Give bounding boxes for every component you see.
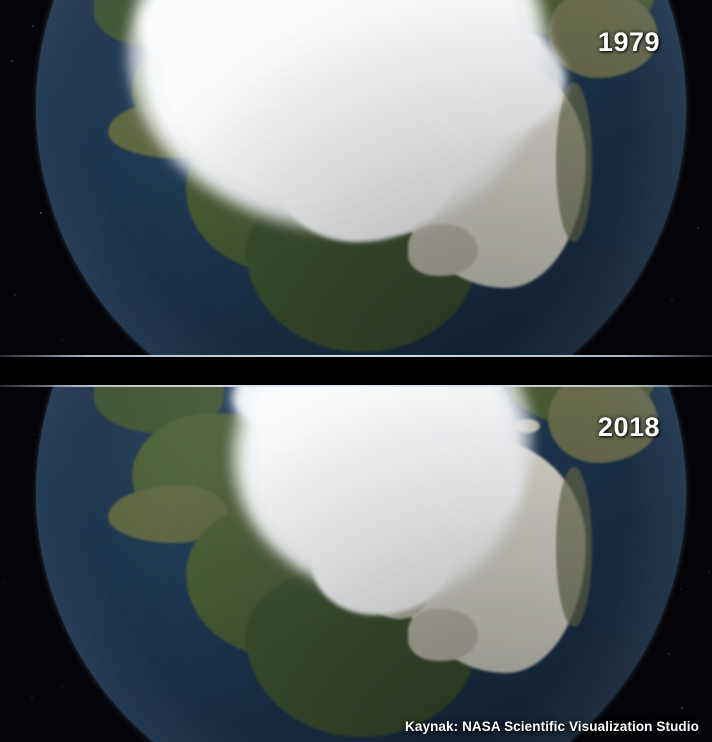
globe-shading [36,0,686,357]
globe-sphere-1979 [36,0,686,357]
globe-sphere-2018 [36,385,686,742]
panel-1979: 1979 [0,0,712,357]
globe-limb-haze [36,0,686,357]
year-label-1979: 1979 [597,27,660,57]
panel-2018: 2018 Kaynak: NASA Scientific Visualizati… [0,385,712,742]
year-label-2018: 2018 [597,412,660,442]
globe-limb-haze [36,385,686,742]
globe-shading [36,385,686,742]
source-credit: Kaynak: NASA Scientific Visualization St… [405,719,699,734]
